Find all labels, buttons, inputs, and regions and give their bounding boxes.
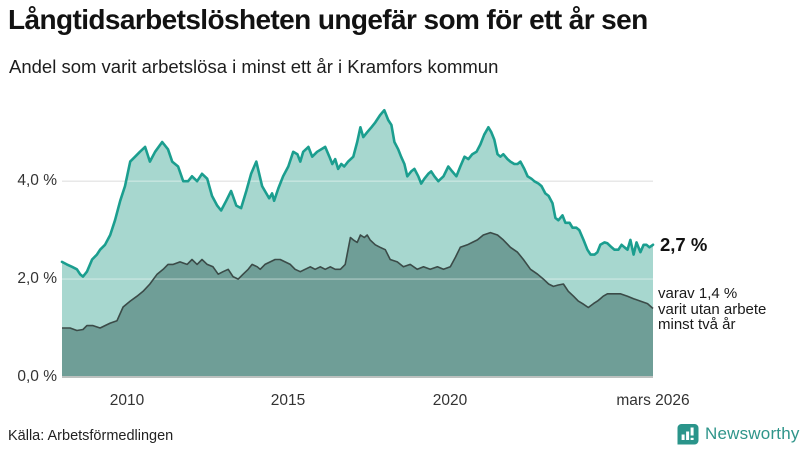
y-tick-2: 2,0 % bbox=[17, 270, 57, 288]
page-subtitle: Andel som varit arbetslösa i minst ett å… bbox=[9, 56, 499, 77]
line-two-plus-years bbox=[62, 231, 654, 332]
gridlines-overlay bbox=[62, 180, 653, 280]
annotation-line-3: minst två år bbox=[658, 316, 736, 334]
end-annotation-two-years: varav 1,4 % varit utan arbete minst två … bbox=[658, 286, 766, 333]
newsworthy-logo[interactable]: Newsworthy bbox=[677, 423, 800, 445]
x-tick-2015: 2015 bbox=[270, 392, 306, 409]
newsworthy-logo-text: Newsworthy bbox=[705, 424, 800, 443]
source-credit: Källa: Arbetsförmedlingen bbox=[8, 428, 174, 444]
x-tick-2010: 2010 bbox=[109, 392, 145, 409]
area-two-plus-years bbox=[62, 232, 653, 377]
x-tick-mars-2026: mars 2026 bbox=[616, 392, 690, 409]
line-total-long-term bbox=[60, 108, 655, 278]
y-tick-0: 0,0 % bbox=[17, 368, 57, 385]
y-tick-4: 4,0 % bbox=[17, 172, 57, 190]
end-value-label-total: 2,7 % bbox=[660, 233, 708, 255]
newsworthy-badge-icon bbox=[677, 424, 699, 445]
x-tick-2020: 2020 bbox=[432, 392, 468, 409]
annotation-line-2: varit utan arbete bbox=[658, 300, 767, 318]
page-title: Långtidsarbetslösheten ungefär som för e… bbox=[8, 4, 648, 35]
annotation-line-1: varav 1,4 % bbox=[658, 285, 738, 303]
